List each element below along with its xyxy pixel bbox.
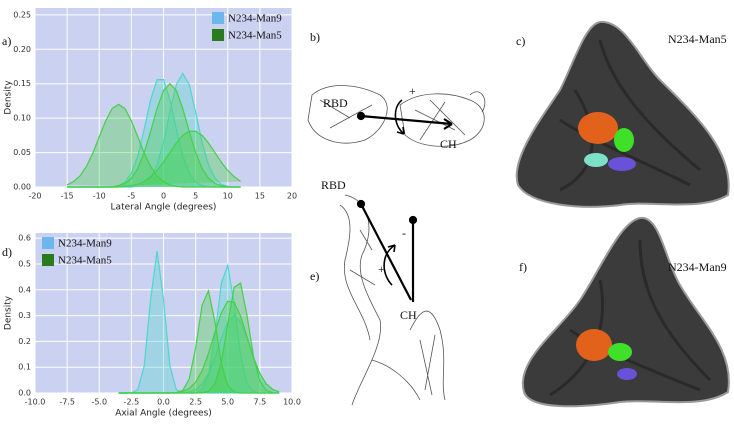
legend-label: N234-Man9: [228, 13, 282, 25]
density-curve: [67, 130, 241, 188]
x-tick-label: -15: [61, 192, 74, 201]
x-tick-label: -10: [93, 192, 106, 201]
x-tick-label: -5.0: [91, 398, 107, 407]
y-tick-label: 0.20: [13, 45, 31, 54]
panel-label: c): [516, 34, 525, 48]
legend-swatch: [212, 12, 224, 24]
panel-label: a): [2, 34, 11, 48]
y-tick-label: 0.2: [18, 337, 31, 346]
structure-f: [521, 216, 730, 408]
x-tick-label: 10: [223, 192, 233, 201]
diagram-b: [307, 85, 486, 147]
arrow-e: [356, 199, 418, 302]
y-axis-label: Density: [4, 80, 14, 115]
structure-c: [515, 20, 730, 208]
y-tick-label: 0.10: [13, 114, 31, 123]
x-tick-label: 15: [255, 192, 265, 201]
panel-label: d): [2, 245, 12, 259]
x-tick-label: -10.0: [25, 398, 46, 407]
y-axis-label: Density: [4, 295, 14, 330]
arrow-b: [356, 99, 453, 135]
x-tick-label: -20: [28, 192, 41, 201]
y-tick-label: 0.25: [13, 10, 31, 19]
x-axis-label: Lateral Angle (degrees): [111, 203, 217, 213]
y-tick-label: 0.0: [18, 389, 31, 398]
panel-title: N234-Man5: [668, 32, 727, 46]
x-tick-label: -2.5: [124, 398, 140, 407]
legend-label: N234-Man9: [58, 238, 112, 250]
y-tick-label: 0.15: [13, 79, 31, 88]
x-tick-label: 0: [161, 192, 166, 201]
rbd-label: RBD: [321, 178, 346, 192]
y-tick-label: 0.1: [18, 363, 31, 372]
y-tick-label: 0.6: [18, 234, 31, 243]
minus-sign: -: [402, 226, 406, 240]
x-tick-label: 20: [287, 192, 297, 201]
rbd-label: RBD: [323, 96, 348, 110]
density-curve: [118, 300, 280, 394]
ch-label: CH: [440, 137, 457, 151]
y-tick-label: 0.4: [18, 285, 31, 294]
plus-sign: +: [409, 84, 416, 98]
plus-sign: +: [378, 262, 385, 276]
panel-label: b): [310, 30, 320, 44]
x-tick-label: 5.0: [221, 398, 234, 407]
y-tick-label: 0.05: [13, 148, 31, 157]
y-tick-label: 0.5: [18, 259, 31, 268]
y-tick-label: 0.3: [18, 311, 31, 320]
x-tick-label: 10.0: [283, 398, 301, 407]
x-tick-label: 7.5: [254, 398, 267, 407]
x-axis-label: Axial Angle (degrees): [115, 409, 212, 419]
legend-swatch: [42, 254, 54, 266]
x-tick-label: 0.0: [157, 398, 170, 407]
x-tick-label: 2.5: [189, 398, 202, 407]
x-tick-label: -7.5: [59, 398, 75, 407]
legend-label: N234-Man5: [58, 255, 112, 267]
panel-title: N234-Man9: [668, 260, 727, 274]
density-curve: [66, 103, 241, 188]
panel-label: f): [519, 260, 527, 274]
x-tick-label: 5: [193, 192, 198, 201]
legend-label: N234-Man5: [228, 30, 282, 42]
legend-swatch: [212, 29, 224, 41]
x-tick-label: -5: [127, 192, 135, 201]
ch-label: CH: [400, 308, 417, 322]
panel-label: e): [310, 269, 319, 283]
y-tick-label: 0.00: [13, 183, 31, 192]
diagram-e: [339, 194, 446, 406]
legend-swatch: [42, 237, 54, 249]
